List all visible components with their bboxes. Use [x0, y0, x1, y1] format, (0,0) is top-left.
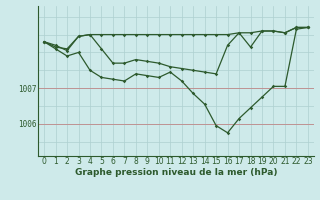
- X-axis label: Graphe pression niveau de la mer (hPa): Graphe pression niveau de la mer (hPa): [75, 168, 277, 177]
